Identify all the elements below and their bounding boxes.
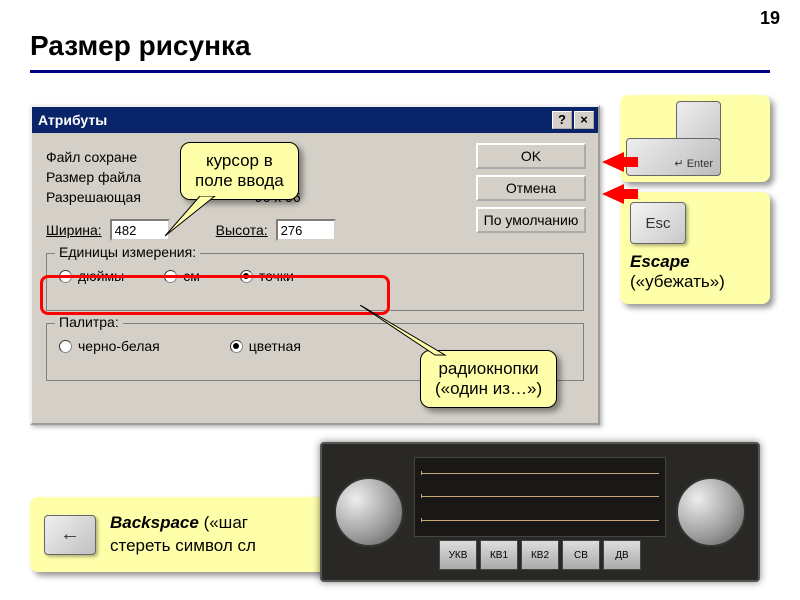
slide-title: Размер рисунка bbox=[30, 30, 251, 62]
radio-scale bbox=[414, 457, 666, 537]
enter-key: ↵ Enter bbox=[626, 101, 721, 176]
radio-receiver-photo: УКВ КВ1 КВ2 СВ ДВ bbox=[320, 442, 760, 582]
arrow-to-ok bbox=[602, 152, 624, 172]
radio-dot-icon bbox=[59, 340, 72, 353]
enter-key-group: ↵ Enter bbox=[620, 95, 770, 182]
key-panel: ↵ Enter Esc Escape («убежать») bbox=[620, 95, 770, 314]
close-button[interactable]: × bbox=[574, 111, 594, 129]
band-btn: ДВ bbox=[603, 540, 641, 570]
titlebar[interactable]: Атрибуты ? × bbox=[32, 107, 598, 133]
callout-radio-line1: радиокнопки bbox=[435, 359, 542, 379]
height-input[interactable] bbox=[276, 219, 336, 241]
callout-cursor-line1: курсор в bbox=[195, 151, 284, 171]
radio-knob-right bbox=[676, 477, 746, 547]
units-group-label: Единицы измерения: bbox=[55, 244, 200, 260]
radio-color-label: цветная bbox=[249, 338, 301, 354]
band-btn: КВ1 bbox=[480, 540, 518, 570]
height-label: Высота: bbox=[216, 222, 268, 238]
width-label: Ширина: bbox=[46, 222, 102, 238]
band-btn: УКВ bbox=[439, 540, 477, 570]
callout-radio-line2: («один из…») bbox=[435, 379, 542, 399]
page-number: 19 bbox=[760, 8, 780, 29]
band-btn: СВ bbox=[562, 540, 600, 570]
radio-bw[interactable]: черно-белая bbox=[59, 338, 160, 354]
callout-cursor-line2: поле ввода bbox=[195, 171, 284, 191]
callout-cursor: курсор в поле ввода bbox=[180, 142, 299, 200]
cancel-button[interactable]: Отмена bbox=[476, 175, 586, 201]
resolution-prefix: Разрешающая bbox=[46, 189, 145, 205]
radio-bw-label: черно-белая bbox=[78, 338, 160, 354]
ok-button[interactable]: OK bbox=[476, 143, 586, 169]
backspace-key: ← bbox=[44, 515, 96, 555]
radio-knob-left bbox=[334, 477, 404, 547]
enter-key-label: ↵ Enter bbox=[674, 157, 713, 170]
esc-key: Esc bbox=[630, 202, 686, 244]
help-button[interactable]: ? bbox=[552, 111, 572, 129]
esc-key-group: Esc Escape («убежать») bbox=[620, 192, 770, 304]
title-rule bbox=[30, 70, 770, 73]
titlebar-text: Атрибуты bbox=[38, 112, 550, 128]
callout-radio-pointer bbox=[360, 305, 450, 360]
radio-band-buttons: УКВ КВ1 КВ2 СВ ДВ bbox=[439, 540, 641, 570]
callout-cursor-pointer bbox=[160, 196, 220, 241]
radio-dot-icon bbox=[230, 340, 243, 353]
escape-caption: Escape («убежать») bbox=[630, 252, 760, 292]
palette-group-label: Палитра: bbox=[55, 314, 123, 330]
dialog-buttons: OK Отмена По умолчанию bbox=[476, 143, 586, 233]
band-btn: КВ2 bbox=[521, 540, 559, 570]
units-highlight bbox=[40, 275, 390, 315]
radio-color[interactable]: цветная bbox=[230, 338, 301, 354]
arrow-to-cancel bbox=[602, 184, 624, 204]
backspace-text: Backspace («шаг стереть символ сл bbox=[110, 512, 256, 556]
default-button[interactable]: По умолчанию bbox=[476, 207, 586, 233]
